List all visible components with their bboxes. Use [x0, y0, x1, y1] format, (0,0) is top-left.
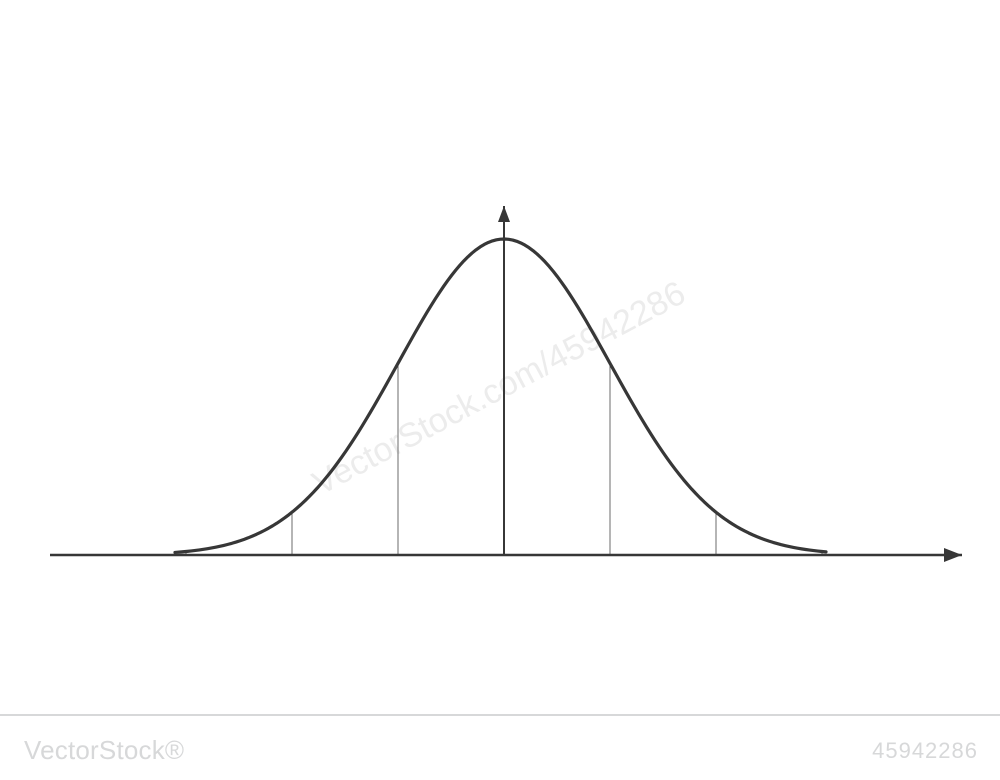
x-axis-arrow-icon [944, 548, 962, 562]
bell-curve-chart: VectorStock.com/45942286 [0, 0, 1000, 780]
footer-divider [0, 714, 1000, 716]
watermark-diagonal: VectorStock.com/45942286 [307, 274, 692, 503]
y-axis-arrow-icon [498, 206, 510, 222]
